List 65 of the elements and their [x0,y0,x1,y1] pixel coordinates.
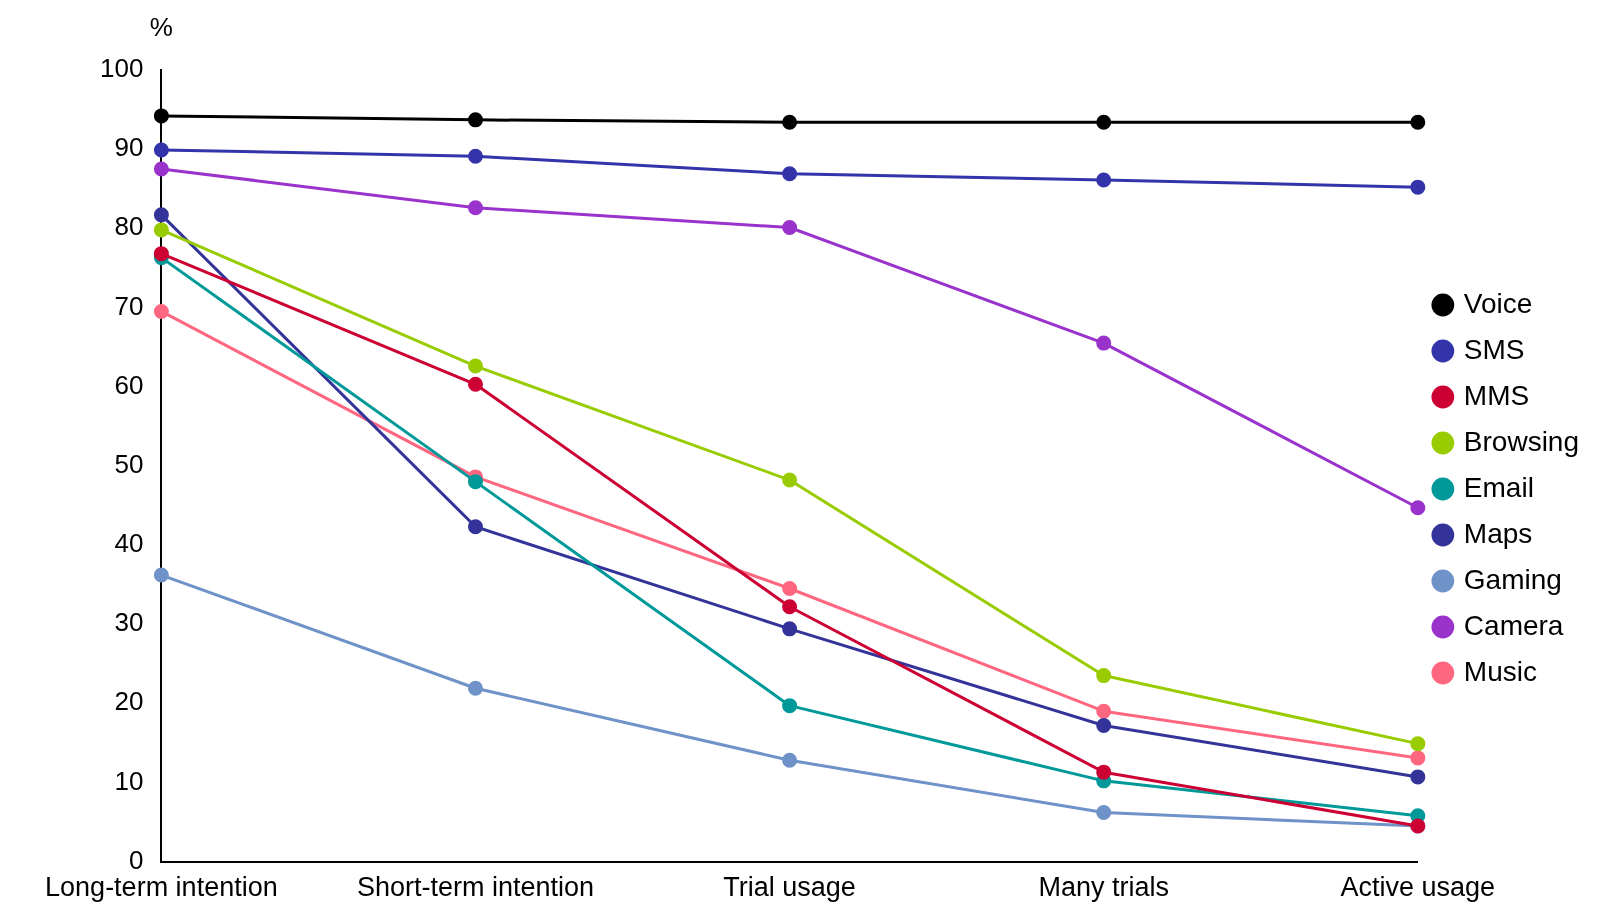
point [468,358,483,374]
point [1410,736,1426,752]
x-tick-label: Active usage [1340,872,1496,903]
x-tick-label: Long-term intention [45,872,278,903]
point [153,207,169,223]
point [153,222,169,238]
point [1096,703,1112,719]
legend-label: Email [1463,471,1534,503]
legend-label: Maps [1463,517,1533,549]
y-tick-label: 50 [114,448,144,479]
point [468,519,483,535]
legend-label: SMS [1463,333,1525,365]
x-tick-label: Trial usage [723,872,856,903]
point [153,142,169,158]
x-tick-label: Short-term intention [356,872,595,903]
point [153,161,169,177]
point [782,698,798,714]
point [468,148,483,164]
point [1096,668,1112,684]
point [782,114,798,130]
legend-label: Music [1463,655,1537,687]
point [468,200,483,216]
point [153,303,169,319]
point [1096,764,1112,780]
point [782,752,798,768]
point [1096,114,1112,130]
point [468,376,483,392]
point [1096,717,1112,733]
point [1096,805,1112,821]
point [782,220,798,236]
point [782,166,798,182]
point [1096,335,1112,351]
y-tick-label: 10 [114,765,144,796]
point [1410,114,1426,130]
point [468,680,483,696]
y-tick-label: 60 [114,369,144,400]
y-tick-label: 40 [114,528,144,559]
point [782,599,798,615]
point [1410,750,1426,766]
legend-label: Voice [1463,287,1533,319]
y-tick-label: 70 [114,290,144,321]
point [1410,769,1426,785]
point [1410,500,1426,516]
y-axis-title: % [149,12,173,43]
point [468,112,483,128]
point [1096,172,1112,188]
y-tick-label: 90 [114,132,144,163]
legend-label: Browsing [1463,425,1580,457]
y-tick-label: 30 [114,607,144,638]
point [1410,179,1426,195]
y-tick-label: 80 [114,211,144,242]
point [153,246,169,262]
legend-label: MMS [1463,379,1530,411]
y-tick-label: 0 [128,844,144,875]
point [153,567,169,583]
y-tick-label: 100 [99,53,144,84]
legend-label: Camera [1463,609,1564,641]
y-tick-label: 20 [114,686,144,717]
point [782,581,798,596]
point [782,621,798,637]
point [782,472,798,488]
legend-label: Gaming [1463,563,1562,595]
point [153,108,169,124]
x-tick-label: Many trials [1038,872,1169,903]
point [468,474,483,490]
